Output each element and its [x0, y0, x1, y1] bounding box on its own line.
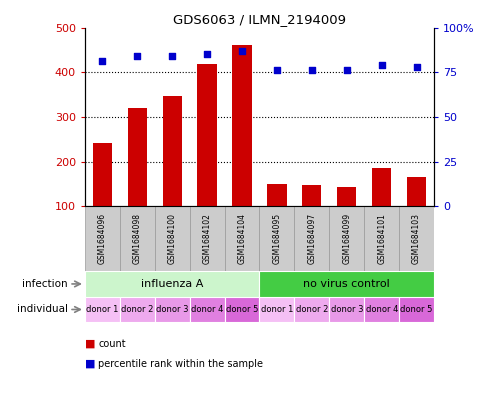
Text: donor 1: donor 1: [260, 305, 292, 314]
Point: [133, 53, 141, 59]
Bar: [259, 297, 294, 322]
Bar: [92, 143, 112, 206]
Text: individual: individual: [17, 305, 68, 314]
Text: count: count: [98, 339, 126, 349]
Bar: [259, 271, 433, 297]
Text: ■: ■: [85, 358, 95, 369]
Bar: [329, 206, 363, 271]
Bar: [336, 187, 356, 206]
Text: donor 5: donor 5: [400, 305, 432, 314]
Text: donor 4: donor 4: [191, 305, 223, 314]
Title: GDS6063 / ILMN_2194009: GDS6063 / ILMN_2194009: [173, 13, 345, 26]
Bar: [398, 206, 433, 271]
Bar: [154, 297, 189, 322]
Bar: [363, 297, 398, 322]
Bar: [224, 206, 259, 271]
Text: donor 3: donor 3: [330, 305, 363, 314]
Bar: [189, 297, 224, 322]
Bar: [302, 185, 321, 206]
Bar: [154, 206, 189, 271]
Text: GSM1684103: GSM1684103: [411, 213, 420, 264]
Bar: [85, 271, 259, 297]
Point: [168, 53, 176, 59]
Point: [203, 51, 211, 57]
Text: GSM1684096: GSM1684096: [98, 213, 106, 264]
Text: donor 2: donor 2: [295, 305, 327, 314]
Bar: [162, 96, 182, 206]
Point: [98, 58, 106, 64]
Point: [377, 62, 385, 68]
Bar: [189, 206, 224, 271]
Point: [342, 67, 350, 73]
Text: influenza A: influenza A: [141, 279, 203, 289]
Text: GSM1684098: GSM1684098: [133, 213, 141, 264]
Bar: [85, 206, 120, 271]
Text: GSM1684104: GSM1684104: [237, 213, 246, 264]
Text: ■: ■: [85, 339, 95, 349]
Bar: [406, 177, 425, 206]
Bar: [120, 297, 154, 322]
Bar: [197, 64, 216, 206]
Text: donor 3: donor 3: [155, 305, 188, 314]
Text: GSM1684101: GSM1684101: [377, 213, 385, 264]
Point: [272, 67, 280, 73]
Text: GSM1684102: GSM1684102: [202, 213, 211, 264]
Text: donor 2: donor 2: [121, 305, 153, 314]
Text: GSM1684099: GSM1684099: [342, 213, 350, 264]
Text: percentile rank within the sample: percentile rank within the sample: [98, 358, 263, 369]
Text: GSM1684095: GSM1684095: [272, 213, 281, 264]
Text: donor 1: donor 1: [86, 305, 118, 314]
Text: GSM1684100: GSM1684100: [167, 213, 176, 264]
Bar: [127, 108, 147, 206]
Text: donor 4: donor 4: [365, 305, 397, 314]
Point: [412, 64, 420, 70]
Bar: [224, 297, 259, 322]
Bar: [363, 206, 398, 271]
Point: [307, 67, 315, 73]
Bar: [329, 297, 363, 322]
Text: donor 5: donor 5: [226, 305, 257, 314]
Text: infection: infection: [22, 279, 68, 289]
Bar: [232, 46, 251, 206]
Text: no virus control: no virus control: [303, 279, 389, 289]
Bar: [371, 168, 391, 206]
Text: GSM1684097: GSM1684097: [307, 213, 316, 264]
Bar: [85, 297, 120, 322]
Bar: [294, 206, 329, 271]
Bar: [294, 297, 329, 322]
Bar: [259, 206, 294, 271]
Bar: [120, 206, 154, 271]
Bar: [267, 184, 286, 206]
Bar: [398, 297, 433, 322]
Point: [238, 48, 245, 54]
